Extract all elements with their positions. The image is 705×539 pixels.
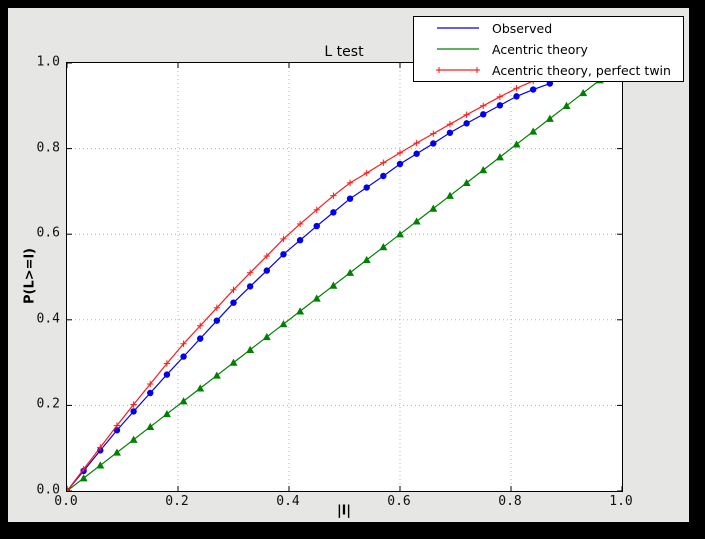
- data-point-triangle: [296, 307, 305, 315]
- y-tick-label: 0.4: [36, 311, 60, 327]
- data-point-circle: [480, 111, 487, 118]
- data-point-circle: [130, 408, 137, 415]
- data-point-circle: [230, 299, 237, 306]
- data-point-triangle: [112, 448, 121, 456]
- x-tick-label: 0.2: [165, 494, 189, 509]
- data-point-circle: [413, 150, 420, 157]
- data-point-triangle: [479, 166, 488, 174]
- data-point-triangle: [412, 217, 421, 225]
- data-point-circle: [313, 222, 320, 230]
- data-point-circle: [380, 172, 387, 180]
- data-point-triangle: [462, 178, 471, 187]
- data-point-circle: [430, 140, 437, 147]
- data-point-triangle: [429, 204, 438, 212]
- data-point-triangle: [212, 371, 221, 379]
- data-point-circle: [213, 317, 221, 324]
- legend-entry-observed: Observed: [414, 19, 683, 38]
- data-point-triangle: [562, 101, 571, 109]
- y-tick-label: 1.0: [36, 54, 60, 70]
- data-point-triangle: [545, 114, 554, 122]
- chart-title: L test: [324, 44, 364, 60]
- data-point-circle: [530, 86, 537, 93]
- data-point-triangle: [96, 461, 105, 469]
- data-point-triangle: [196, 384, 205, 392]
- data-point-circle: [363, 184, 370, 191]
- legend-entry-perfect-twin: Acentric theory, perfect twin: [414, 61, 683, 80]
- legend-box: Observed Acentric theory Acentric theory…: [413, 16, 684, 82]
- data-point-circle: [147, 389, 154, 397]
- data-point-triangle: [79, 474, 88, 482]
- data-point-triangle: [279, 320, 288, 328]
- series-line-plus: [67, 80, 534, 491]
- data-point-triangle: [229, 358, 238, 366]
- data-point-triangle: [246, 345, 255, 353]
- data-point-circle: [496, 102, 504, 109]
- legend-line-sample-red: [436, 67, 480, 73]
- y-tick-label: 0.8: [36, 140, 60, 156]
- data-point-triangle: [495, 153, 504, 161]
- x-tick-label: 0.8: [498, 494, 522, 509]
- legend-line-sample-blue: [437, 27, 479, 29]
- data-point-circle: [263, 267, 270, 274]
- y-axis-label: P(L>=l): [22, 248, 38, 304]
- legend-entry-acentric-theory: Acentric theory: [414, 40, 683, 59]
- y-tick-label: 0.6: [36, 225, 60, 241]
- plot-svg: [67, 63, 622, 491]
- data-point-triangle: [162, 409, 171, 418]
- data-point-triangle: [512, 140, 521, 148]
- data-point-circle: [346, 195, 354, 202]
- plot-area: [66, 62, 623, 492]
- legend-label: Acentric theory: [492, 41, 588, 57]
- data-point-circle: [180, 353, 187, 360]
- data-point-circle: [396, 160, 404, 168]
- x-tick-label: 0.0: [54, 494, 78, 509]
- y-tick-label: 0.2: [36, 396, 60, 412]
- data-point-circle: [330, 209, 337, 216]
- data-point-triangle: [529, 127, 538, 135]
- data-point-triangle: [445, 191, 454, 199]
- data-point-triangle: [346, 268, 355, 276]
- data-point-triangle: [396, 230, 404, 238]
- data-point-circle: [280, 251, 287, 258]
- data-point-circle: [113, 427, 121, 434]
- data-point-triangle: [329, 281, 338, 289]
- y-tick-label: 0.0: [36, 482, 60, 498]
- data-point-circle: [513, 93, 520, 100]
- data-point-triangle: [312, 294, 321, 302]
- data-point-circle: [197, 335, 204, 342]
- data-point-circle: [163, 371, 171, 378]
- data-point-triangle: [179, 397, 188, 405]
- data-point-triangle: [129, 435, 138, 443]
- x-tick-label: 0.6: [387, 494, 411, 509]
- data-point-circle: [446, 129, 454, 136]
- data-point-triangle: [379, 243, 388, 251]
- data-point-circle: [463, 120, 470, 127]
- data-point-triangle: [146, 422, 155, 430]
- data-point-triangle: [262, 332, 271, 341]
- legend-line-sample-green: [437, 48, 479, 50]
- legend-label: Acentric theory, perfect twin: [492, 62, 671, 78]
- data-point-circle: [296, 236, 304, 244]
- series-line-circle: [67, 82, 551, 491]
- x-axis-label: |l|: [337, 503, 351, 519]
- legend-label: Observed: [492, 20, 553, 36]
- data-point-triangle: [579, 88, 588, 97]
- data-point-circle: [246, 283, 254, 290]
- x-tick-label: 1.0: [609, 494, 633, 509]
- data-point-triangle: [362, 255, 371, 264]
- x-tick-label: 0.4: [276, 494, 300, 509]
